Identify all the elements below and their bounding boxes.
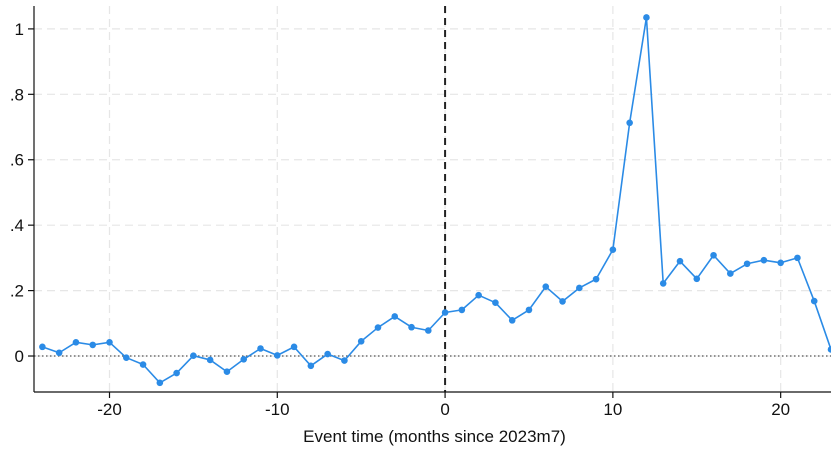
data-point <box>559 298 566 305</box>
data-point <box>391 313 399 320</box>
data-point <box>508 317 516 324</box>
data-point <box>710 251 717 259</box>
data-point <box>609 246 617 254</box>
data-point <box>240 355 248 363</box>
data-point <box>223 368 231 376</box>
data-point <box>190 352 197 359</box>
data-point <box>257 345 264 352</box>
data-point <box>542 283 550 290</box>
data-point <box>794 254 801 262</box>
data-point <box>727 270 734 277</box>
data-point <box>810 297 818 305</box>
x-tick-label: 20 <box>771 400 790 419</box>
data-point <box>290 343 298 351</box>
data-point <box>341 357 348 364</box>
data-point <box>173 369 180 377</box>
data-point <box>122 354 130 361</box>
gridlines <box>34 6 831 392</box>
data-point <box>89 341 97 349</box>
data-point <box>458 306 466 314</box>
y-tick-label: .4 <box>10 216 24 235</box>
data-point <box>307 362 315 370</box>
data-point <box>408 323 415 331</box>
data-point <box>576 284 583 292</box>
data-point <box>676 257 684 265</box>
data-point <box>441 309 449 316</box>
data-point <box>55 349 63 357</box>
x-tick-label: -10 <box>265 400 290 419</box>
data-point <box>492 299 499 306</box>
y-tick-label: 0 <box>15 347 24 366</box>
x-tick-label: 0 <box>440 400 449 419</box>
y-tick-label: .2 <box>10 282 24 301</box>
data-point <box>626 119 633 127</box>
x-tick-label: -20 <box>97 400 122 419</box>
data-point <box>693 275 701 283</box>
data-point <box>827 346 831 353</box>
x-tick-labels: -20 -10 0 10 20 <box>97 400 790 419</box>
data-point <box>72 338 80 346</box>
data-point <box>374 324 382 331</box>
data-point <box>139 361 147 368</box>
data-point <box>475 291 482 299</box>
data-point <box>592 275 600 283</box>
data-point <box>777 259 784 267</box>
data-point <box>659 280 667 287</box>
data-point <box>743 260 751 268</box>
data-point <box>273 352 281 359</box>
data-point <box>39 343 46 351</box>
series-line <box>42 16 831 384</box>
data-point <box>206 356 214 364</box>
data-point <box>525 306 533 314</box>
data-point <box>760 256 768 264</box>
y-tick-label: .6 <box>10 151 24 170</box>
x-axis-label: Event time (months since 2023m7) <box>303 427 566 446</box>
data-point <box>425 327 432 334</box>
axes <box>28 6 831 398</box>
data-point <box>643 14 650 21</box>
x-tick-label: 10 <box>603 400 622 419</box>
y-tick-label: 1 <box>15 20 24 39</box>
y-tick-label: .8 <box>10 85 24 104</box>
data-point <box>106 338 113 346</box>
y-tick-labels: 0 .2 .4 .6 .8 1 <box>10 20 24 366</box>
data-point <box>156 379 164 387</box>
reference-lines <box>34 6 831 392</box>
series-group <box>39 14 831 387</box>
data-point <box>357 337 365 345</box>
data-point <box>324 350 331 358</box>
